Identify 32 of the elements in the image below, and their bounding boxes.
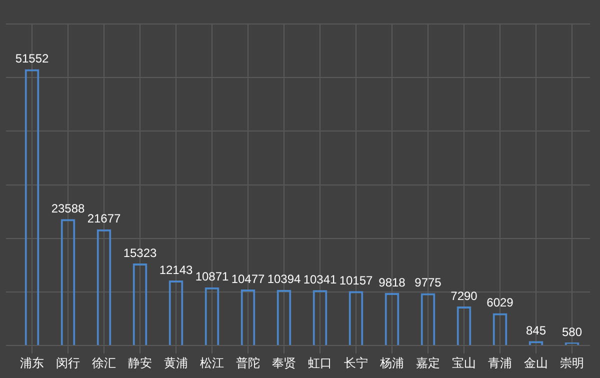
data-label: 9775 <box>414 276 442 290</box>
x-tick-label: 浦东 <box>20 356 44 370</box>
x-tick-label: 宝山 <box>452 356 476 370</box>
data-label: 15323 <box>123 246 158 260</box>
x-tick-label: 静安 <box>128 356 152 370</box>
data-label: 12143 <box>159 262 194 277</box>
x-tick-label: 崇明 <box>560 356 584 370</box>
data-label: 10394 <box>267 272 302 286</box>
data-label: 7290 <box>450 288 478 303</box>
x-tick-label: 虹口 <box>308 356 332 370</box>
x-tick-label: 奉贤 <box>272 356 296 370</box>
x-tick-label: 松江 <box>200 356 224 370</box>
x-tick-label: 金山 <box>524 356 548 370</box>
x-tick-label: 嘉定 <box>416 356 440 370</box>
x-tick-label: 徐汇 <box>92 356 116 370</box>
x-tick-label: 青浦 <box>488 356 512 370</box>
data-label: 845 <box>526 323 546 338</box>
data-label: 51552 <box>15 52 50 66</box>
x-tick-label: 闵行 <box>56 356 80 370</box>
x-tick-label: 黄浦 <box>164 356 188 370</box>
data-label: 10871 <box>195 270 230 284</box>
data-label: 10341 <box>303 272 338 286</box>
x-tick-label: 杨浦 <box>379 356 404 370</box>
data-label: 9818 <box>378 275 406 290</box>
x-tick-label: 长宁 <box>344 356 368 370</box>
data-label: 6029 <box>486 296 514 310</box>
data-label: 21677 <box>87 212 122 226</box>
data-label: 10157 <box>339 273 374 288</box>
data-label: 580 <box>562 324 582 339</box>
x-tick-label: 普陀 <box>236 356 260 370</box>
data-label: 10477 <box>231 272 266 286</box>
data-label: 23588 <box>51 201 86 216</box>
